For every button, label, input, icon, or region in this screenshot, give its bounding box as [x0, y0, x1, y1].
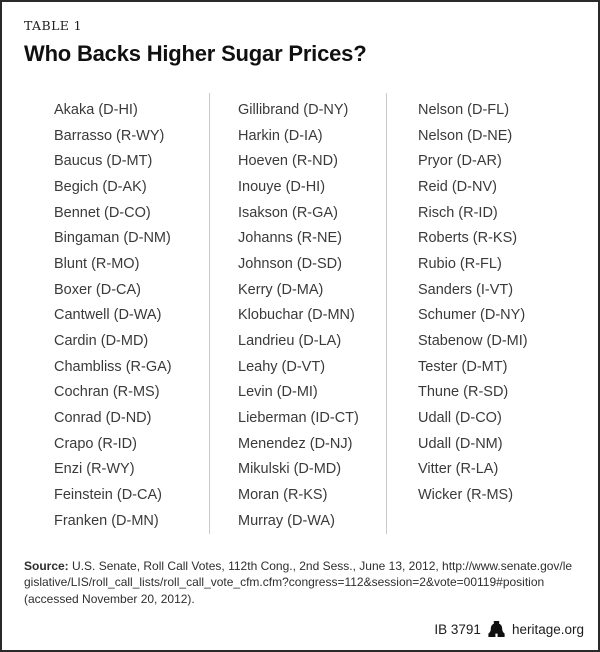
senator-item: Levin (D-MI)	[238, 384, 318, 401]
senator-item: Akaka (D-HI)	[54, 101, 138, 118]
senator-item: Crapo (R-ID)	[54, 435, 137, 452]
senator-item: Landrieu (D-LA)	[238, 333, 342, 350]
senator-item: Franken (D-MN)	[54, 512, 159, 529]
senator-item: Isakson (R-GA)	[238, 204, 338, 221]
senator-item: Inouye (D-HI)	[238, 178, 326, 195]
senator-item: Barrasso (R-WY)	[54, 127, 165, 144]
senator-item: Tester (D-MT)	[418, 358, 508, 375]
senator-item: Bennet (D-CO)	[54, 204, 151, 221]
senator-item: Cardin (D-MD)	[54, 333, 149, 350]
heritage-bell-icon	[488, 621, 505, 637]
source-label: Source:	[24, 558, 69, 573]
senator-column-2: Gillibrand (D-NY) Harkin (D-IA) Hoeven (R-…	[209, 93, 387, 534]
senator-column-1: Akaka (D-HI) Barrasso (R-WY) Baucus (D-MT)…	[24, 93, 209, 534]
senator-item: Bingaman (D-NM)	[54, 230, 171, 247]
senator-item: Udall (D-NM)	[418, 435, 503, 452]
source-accessed: (accessed November 20, 2012).	[24, 591, 195, 606]
senator-item: Murray (D-WA)	[238, 512, 335, 529]
senator-item: Risch (R-ID)	[418, 204, 498, 221]
senator-item: Boxer (D-CA)	[54, 281, 142, 298]
source-text: U.S. Senate, Roll Call Votes, 112th Cong…	[68, 558, 443, 573]
senator-item: Johnson (D-SD)	[238, 255, 342, 272]
senator-item: Schumer (D-NY)	[418, 307, 526, 324]
senator-item: Vitter (R-LA)	[418, 461, 499, 478]
senator-columns: Akaka (D-HI) Barrasso (R-WY) Baucus (D-MT)…	[24, 93, 580, 534]
senator-item: Wicker (R-MS)	[418, 487, 514, 504]
senator-item: Leahy (D-VT)	[238, 358, 326, 375]
senator-item: Thune (R-SD)	[418, 384, 509, 401]
senator-item: Kerry (D-MA)	[238, 281, 324, 298]
senator-item: Chambliss (R-GA)	[54, 358, 172, 375]
senator-item: Nelson (D-FL)	[418, 101, 510, 118]
site-name: heritage.org	[511, 621, 584, 637]
senator-item: Rubio (R-FL)	[418, 255, 502, 272]
senator-item: Blunt (R-MO)	[54, 255, 140, 272]
senator-item: Nelson (D-NE)	[418, 127, 513, 144]
senator-item: Gillibrand (D-NY)	[238, 101, 349, 118]
doc-id: IB 3791	[434, 621, 481, 637]
senator-item: Menendez (D-NJ)	[238, 435, 353, 452]
senator-item: Klobuchar (D-MN)	[238, 307, 355, 324]
senator-item: Feinstein (D-CA)	[54, 487, 162, 504]
senator-item: Stabenow (D-MI)	[418, 333, 528, 350]
senator-item: Lieberman (ID-CT)	[238, 410, 359, 427]
senator-item: Roberts (R-KS)	[418, 230, 518, 247]
source-url: http://www.senate.gov/legislative/LIS/ro…	[24, 558, 573, 590]
source-note: Source: U.S. Senate, Roll Call Votes, 11…	[24, 558, 576, 608]
senator-item: Enzi (R-WY)	[54, 461, 135, 478]
footer-branding: IB 3791 heritage.org	[434, 621, 584, 637]
senator-item: Baucus (D-MT)	[54, 153, 153, 170]
senator-item: Udall (D-CO)	[418, 410, 502, 427]
senator-item: Moran (R-KS)	[238, 487, 328, 504]
senator-item: Begich (D-AK)	[54, 178, 147, 195]
senator-item: Cantwell (D-WA)	[54, 307, 162, 324]
senator-column-3: Nelson (D-FL) Nelson (D-NE) Pryor (D-AR) Re…	[387, 93, 580, 534]
senator-item: Hoeven (R-ND)	[238, 153, 338, 170]
senator-item: Cochran (R-MS)	[54, 384, 160, 401]
page-title: Who Backs Higher Sugar Prices?	[24, 41, 367, 66]
senator-item: Johanns (R-NE)	[238, 230, 342, 247]
senator-item: Reid (D-NV)	[418, 178, 497, 195]
senator-item: Conrad (D-ND)	[54, 410, 152, 427]
table-label: TABLE 1	[24, 18, 83, 33]
senator-item: Harkin (D-IA)	[238, 127, 323, 144]
senator-item: Mikulski (D-MD)	[238, 461, 342, 478]
senator-item: Sanders (I-VT)	[418, 281, 514, 298]
senator-item: Pryor (D-AR)	[418, 153, 502, 170]
